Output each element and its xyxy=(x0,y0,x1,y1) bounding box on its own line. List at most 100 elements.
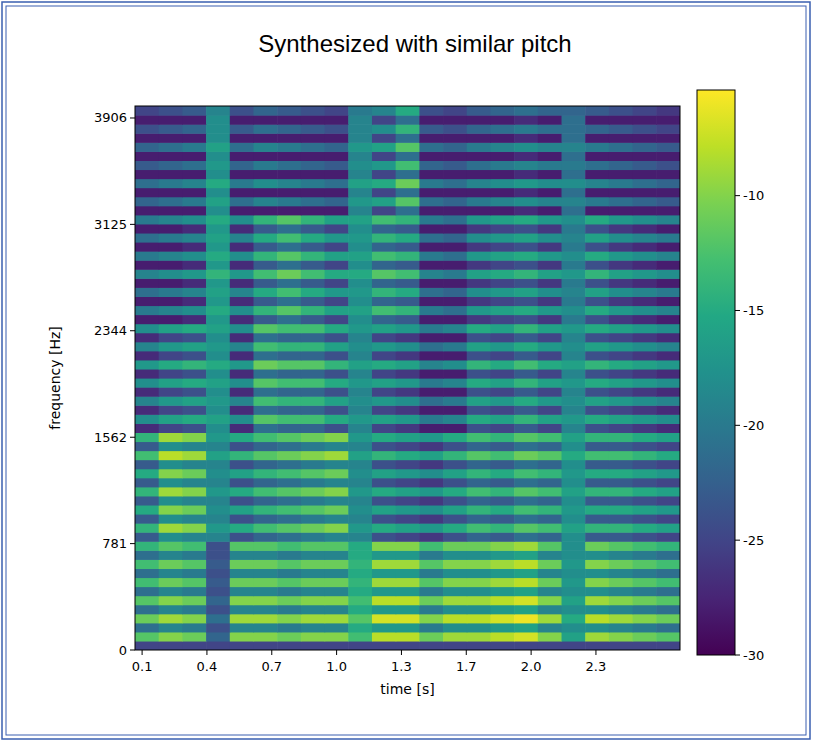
cell xyxy=(277,559,301,569)
cell xyxy=(206,206,230,216)
cell xyxy=(467,251,491,261)
cell xyxy=(656,287,680,297)
cell xyxy=(348,369,372,379)
cell xyxy=(277,296,301,306)
cell xyxy=(230,541,254,551)
cell xyxy=(562,287,586,297)
cell xyxy=(135,469,159,479)
cell xyxy=(348,423,372,433)
cell xyxy=(538,315,562,325)
cell xyxy=(514,541,538,551)
cell xyxy=(182,169,206,179)
cell xyxy=(396,532,420,542)
cell xyxy=(419,423,443,433)
cell xyxy=(253,315,277,325)
cell xyxy=(562,305,586,315)
cell xyxy=(325,333,349,343)
cell xyxy=(182,414,206,424)
cell xyxy=(467,179,491,189)
cell xyxy=(656,405,680,415)
cell xyxy=(609,305,633,315)
cell xyxy=(609,115,633,125)
cell xyxy=(467,423,491,433)
cell xyxy=(372,541,396,551)
cell xyxy=(230,360,254,370)
cell xyxy=(253,405,277,415)
cell xyxy=(419,251,443,261)
cell xyxy=(348,351,372,361)
cell xyxy=(301,188,325,198)
cell xyxy=(609,451,633,461)
cell xyxy=(443,315,467,325)
cell xyxy=(514,287,538,297)
cell xyxy=(277,278,301,288)
cell xyxy=(396,378,420,388)
cell xyxy=(301,423,325,433)
cell xyxy=(348,142,372,152)
cell xyxy=(538,432,562,442)
cell xyxy=(467,296,491,306)
cell xyxy=(656,151,680,161)
cell xyxy=(396,550,420,560)
cell xyxy=(135,478,159,488)
cell xyxy=(467,124,491,134)
cell xyxy=(467,342,491,352)
y-axis-title: frequency [Hz] xyxy=(47,326,63,429)
cell xyxy=(419,559,443,569)
cell xyxy=(206,505,230,515)
cell xyxy=(253,160,277,170)
cell xyxy=(159,523,183,533)
cell xyxy=(396,179,420,189)
cell xyxy=(206,469,230,479)
cell xyxy=(396,559,420,569)
cell xyxy=(396,478,420,488)
cell xyxy=(467,505,491,515)
colorbar-tick-label: -25 xyxy=(743,533,764,548)
cell xyxy=(467,641,491,650)
cell xyxy=(633,387,657,397)
cell xyxy=(348,133,372,143)
cell xyxy=(656,197,680,207)
cell xyxy=(277,496,301,506)
cell xyxy=(467,160,491,170)
cell xyxy=(562,432,586,442)
cell xyxy=(206,305,230,315)
cell xyxy=(609,296,633,306)
cell xyxy=(348,160,372,170)
cell xyxy=(443,532,467,542)
cell xyxy=(656,305,680,315)
cell xyxy=(206,287,230,297)
cell xyxy=(348,577,372,587)
cell xyxy=(348,460,372,470)
cell xyxy=(562,414,586,424)
cell xyxy=(585,505,609,515)
cell xyxy=(372,224,396,234)
cell xyxy=(253,541,277,551)
cell xyxy=(467,541,491,551)
cell xyxy=(656,568,680,578)
frame-outer xyxy=(2,2,810,739)
cell xyxy=(538,169,562,179)
x-tick xyxy=(595,650,596,655)
cell xyxy=(419,641,443,650)
cell xyxy=(348,287,372,297)
cell xyxy=(325,278,349,288)
cell xyxy=(206,315,230,325)
cell xyxy=(253,614,277,624)
cell xyxy=(396,351,420,361)
cell xyxy=(182,242,206,252)
cell xyxy=(585,478,609,488)
cell xyxy=(562,169,586,179)
cell xyxy=(135,106,159,116)
cell xyxy=(656,206,680,216)
cell xyxy=(396,106,420,116)
cell xyxy=(419,315,443,325)
cell xyxy=(585,577,609,587)
cell xyxy=(490,460,514,470)
cell xyxy=(277,378,301,388)
cell xyxy=(277,169,301,179)
cell xyxy=(656,478,680,488)
cell xyxy=(656,378,680,388)
cell xyxy=(348,269,372,279)
cell xyxy=(253,124,277,134)
